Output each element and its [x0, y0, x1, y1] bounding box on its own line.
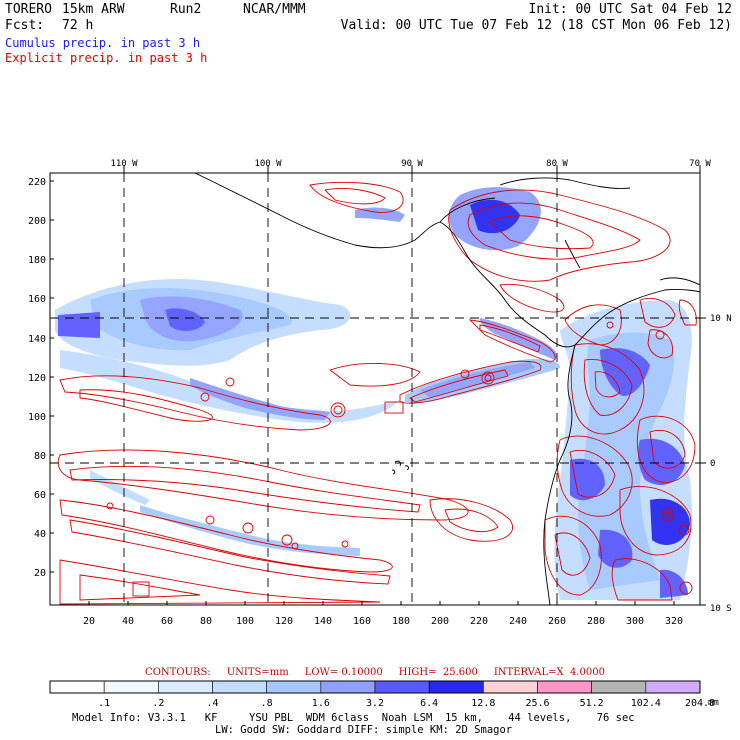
- x-tick-140: 140: [314, 616, 332, 627]
- map-frame: [49, 172, 701, 606]
- lon-label-100w: 100 W: [254, 159, 282, 169]
- colorbar-label: 204.8: [685, 698, 715, 709]
- y-tick-200: 200: [28, 216, 46, 227]
- forecast-label: Fcst:: [5, 18, 45, 33]
- colorbar-cell: [49, 680, 105, 694]
- colorbar-cell: [212, 680, 267, 694]
- x-tick-80: 80: [200, 616, 212, 627]
- resolution: 15km ARW: [62, 2, 125, 17]
- contour-units: UNITS=mm: [226, 667, 289, 678]
- colorbar-cell: [428, 680, 484, 694]
- colorbar-cell: [645, 680, 701, 694]
- init-time: Init: 00 UTC Sat 04 Feb 12: [528, 2, 733, 17]
- cumulus-legend: Cumulus precip. in past 3 h: [5, 36, 201, 50]
- y-tick-220: 220: [28, 177, 46, 188]
- colorbar-cell: [374, 680, 430, 694]
- colorbar-cell: [320, 680, 376, 694]
- x-tick-20: 20: [83, 616, 95, 627]
- colorbar-unit: mm: [708, 698, 719, 708]
- lon-label-90w: 90 W: [401, 159, 423, 169]
- colorbar-label: .4: [206, 698, 218, 709]
- x-tick-120: 120: [275, 616, 293, 627]
- colorbar-label: .2: [152, 698, 164, 709]
- colorbar-label: 102.4: [631, 698, 661, 709]
- contour-low: LOW= 0.10000: [304, 667, 383, 678]
- contour-label: CONTOURS:: [145, 667, 211, 678]
- y-tick-80: 80: [34, 451, 46, 462]
- contour-interval: INTERVAL=X 4.0000: [493, 667, 605, 678]
- lat-label-10s: 10 S: [710, 604, 732, 614]
- y-tick-160: 160: [28, 294, 46, 305]
- colorbar-cell: [591, 680, 647, 694]
- y-tick-120: 120: [28, 373, 46, 384]
- lon-label-110w: 110 W: [110, 159, 138, 169]
- colorbar-label: .1: [98, 698, 110, 709]
- model-info-line2: LW: Godd SW: Goddard DIFF: simple KM: 2D…: [215, 724, 513, 736]
- colorbar-cell: [483, 680, 538, 694]
- y-tick-140: 140: [28, 334, 46, 345]
- org-label: NCAR/MMM: [243, 2, 306, 17]
- y-tick-180: 180: [28, 255, 46, 266]
- x-tick-260: 260: [548, 616, 566, 627]
- lon-label-70w: 70 W: [689, 159, 711, 169]
- x-tick-160: 160: [353, 616, 371, 627]
- colorbar-frame: [49, 680, 701, 694]
- contour-high: HIGH= 25.600: [398, 667, 478, 678]
- explicit-legend: Explicit precip. in past 3 h: [5, 51, 208, 65]
- colorbar-label: 12.8: [471, 698, 495, 709]
- x-tick-200: 200: [431, 616, 449, 627]
- y-tick-20: 20: [34, 568, 46, 579]
- colorbar: .1.2.4.8 1.6 3.2 6.4 12.8 25.6 51.2 102.4 204.8 …: [49, 680, 719, 709]
- colorbar-cell: [103, 680, 159, 694]
- model-info-line1: Model Info: V3.3.1 KF YSU PBL WDM 6class…: [72, 712, 635, 724]
- x-tick-100: 100: [236, 616, 254, 627]
- lat-lon-grid: [50, 173, 700, 605]
- x-tick-220: 220: [470, 616, 488, 627]
- lat-label-10n: 10 N: [710, 314, 732, 324]
- lat-label-0: 0: [710, 459, 715, 469]
- y-tick-60: 60: [34, 490, 46, 501]
- x-tick-180: 180: [392, 616, 410, 627]
- colorbar-cell: [158, 680, 213, 694]
- x-tick-320: 320: [665, 616, 683, 627]
- colorbar-label: .8: [261, 698, 273, 709]
- colorbar-label: 6.4: [420, 698, 438, 709]
- x-tick-300: 300: [626, 616, 644, 627]
- model-name: TORERO: [5, 2, 52, 17]
- colorbar-cell: [537, 680, 592, 694]
- x-tick-240: 240: [509, 616, 527, 627]
- x-tick-280: 280: [587, 616, 605, 627]
- colorbar-label: 3.2: [366, 698, 384, 709]
- colorbar-label: 1.6: [312, 698, 330, 709]
- y-tick-100: 100: [28, 412, 46, 423]
- coastlines: [194, 173, 700, 605]
- explicit-precip-contours: [57, 181, 697, 605]
- run-label: Run2: [170, 2, 202, 17]
- x-tick-60: 60: [161, 616, 173, 627]
- valid-time: Valid: 00 UTC Tue 07 Feb 12 (18 CST Mon …: [340, 18, 732, 33]
- forecast-hour: 72 h: [62, 18, 94, 33]
- contour-info: CONTOURS: UNITS=mm LOW= 0.10000 HIGH= 25.60…: [50, 667, 700, 678]
- x-tick-40: 40: [122, 616, 134, 627]
- colorbar-label: 25.6: [525, 698, 549, 709]
- y-tick-40: 40: [34, 529, 46, 540]
- colorbar-cell: [266, 680, 322, 694]
- colorbar-label: 51.2: [580, 698, 604, 709]
- lon-label-80w: 80 W: [546, 159, 568, 169]
